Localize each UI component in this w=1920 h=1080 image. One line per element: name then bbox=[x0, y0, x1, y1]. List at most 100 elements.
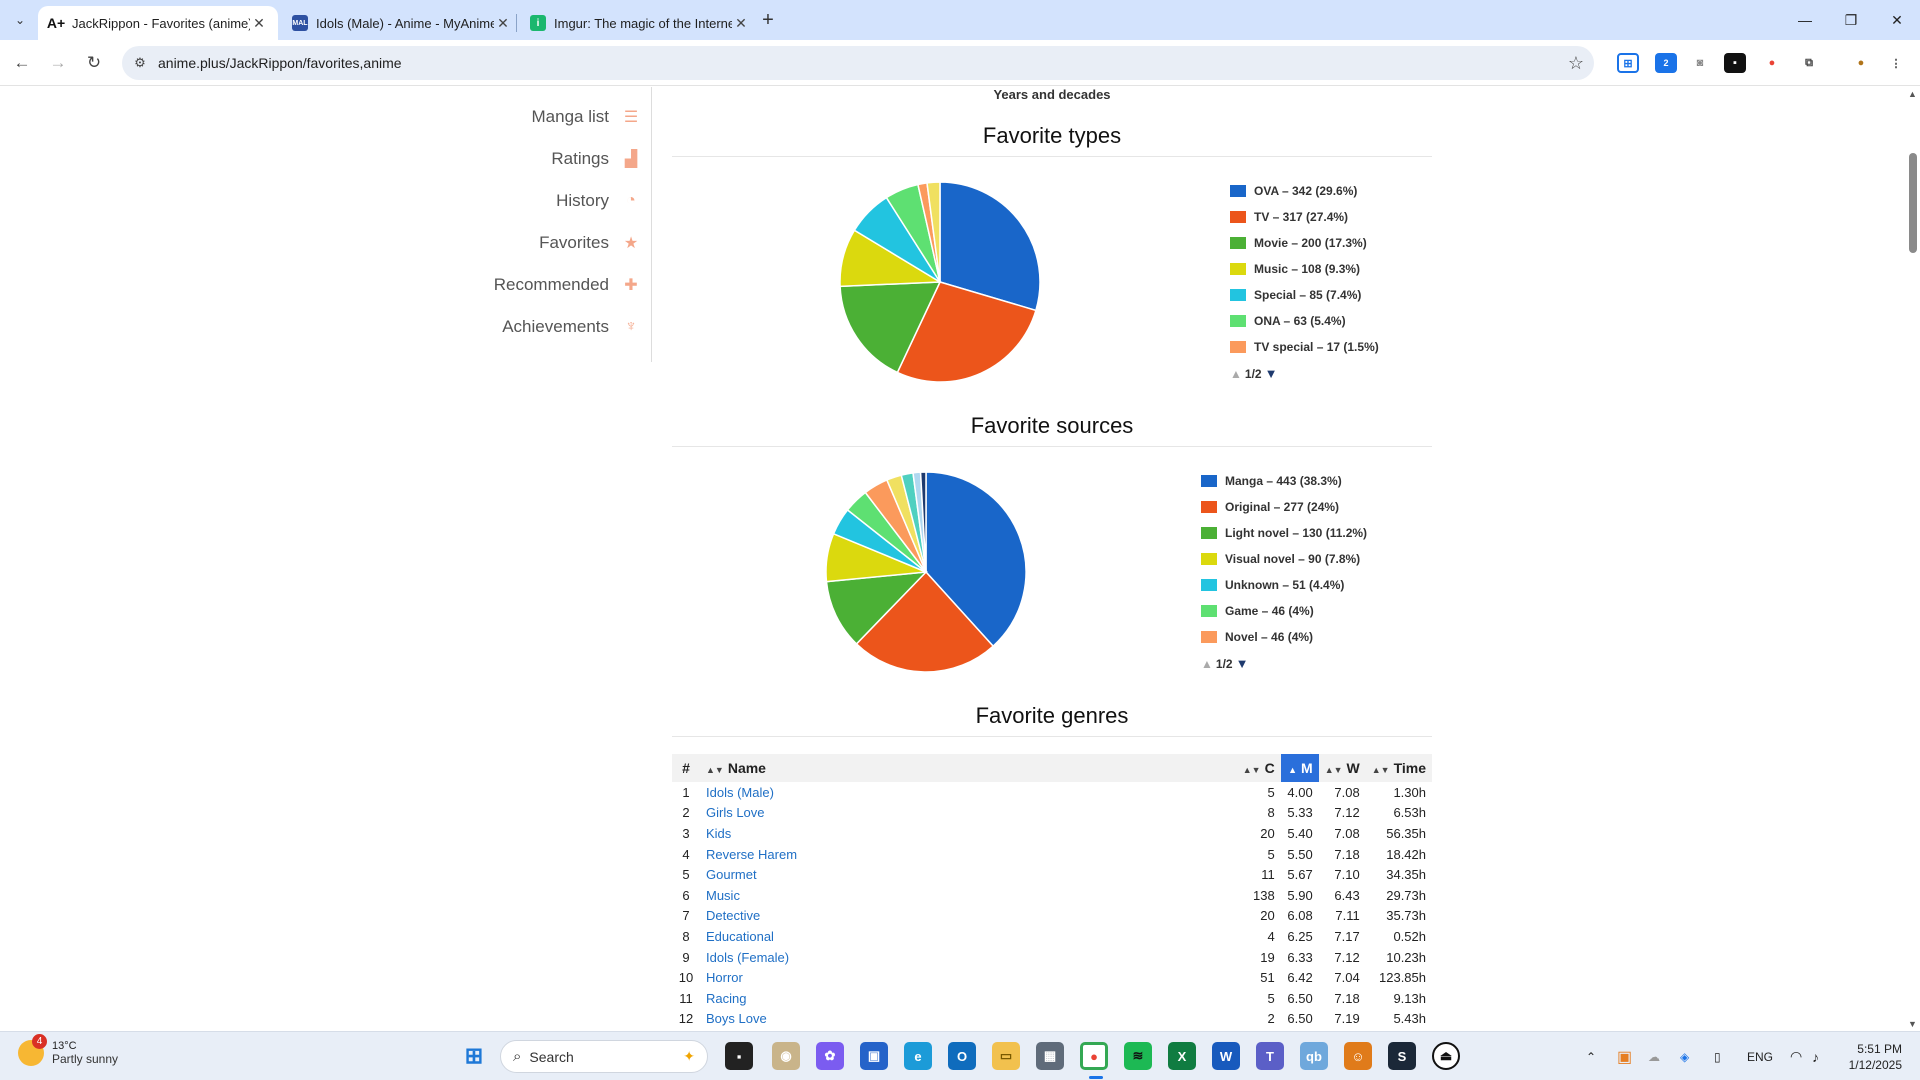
pie-slice-other-4[interactable] bbox=[919, 471, 927, 573]
extension-translate-icon[interactable]: ⊞ bbox=[1617, 53, 1639, 73]
scroll-up-icon[interactable]: ▲ bbox=[1908, 89, 1917, 99]
minimize-icon[interactable]: — bbox=[1798, 12, 1812, 28]
scroll-down-icon[interactable]: ▼ bbox=[1908, 1019, 1917, 1029]
genre-link[interactable]: Kids bbox=[706, 825, 732, 841]
legend-item[interactable]: TV special – 17 (1.5%) bbox=[1230, 334, 1379, 360]
store-icon[interactable]: ▣ bbox=[860, 1042, 888, 1070]
spotify-icon[interactable]: ≋ bbox=[1124, 1042, 1152, 1070]
outlook-icon[interactable]: O bbox=[948, 1042, 976, 1070]
legend-item[interactable]: Original – 277 (24%) bbox=[1201, 494, 1367, 520]
file-explorer-icon[interactable]: ▭ bbox=[992, 1042, 1020, 1070]
pager-down-icon[interactable]: ▼ bbox=[1264, 366, 1278, 381]
legend-item[interactable]: Light novel – 130 (11.2%) bbox=[1201, 520, 1367, 546]
site-info-icon[interactable]: ⚙ bbox=[134, 55, 146, 70]
system-clock[interactable]: 5:51 PM 1/12/2025 bbox=[1849, 1041, 1902, 1073]
legend-item[interactable]: Visual novel – 90 (7.8%) bbox=[1201, 546, 1367, 572]
bookmark-star-icon[interactable]: ☆ bbox=[1567, 53, 1584, 73]
nav-achievements[interactable]: Achievements ♆ bbox=[502, 313, 641, 341]
profile-avatar-icon[interactable]: ● bbox=[1857, 57, 1865, 69]
pie-slice-movie[interactable] bbox=[839, 281, 942, 374]
tab-close-icon[interactable]: ✕ bbox=[497, 14, 509, 31]
genre-link[interactable]: Girls Love bbox=[706, 805, 765, 821]
extension-colorful-icon[interactable]: ● bbox=[1768, 57, 1776, 69]
vertical-scrollbar[interactable]: ▲ ▼ bbox=[1905, 87, 1920, 1031]
pie-slice-ova[interactable] bbox=[939, 181, 1041, 312]
nav-history[interactable]: History ◔ bbox=[556, 187, 641, 215]
taskbar-search[interactable]: ⌕ Search ✦ bbox=[500, 1040, 708, 1073]
pager-up-icon[interactable]: ▲ bbox=[1230, 366, 1242, 381]
genre-link[interactable]: Gourmet bbox=[706, 867, 757, 883]
tab-imgur[interactable]: i Imgur: The magic of the Interne ✕ bbox=[520, 6, 760, 40]
genre-link[interactable]: Boys Love bbox=[706, 1011, 767, 1027]
extension-dark-icon[interactable]: ▪ bbox=[1724, 53, 1746, 73]
legend-item[interactable]: OVA – 342 (29.6%) bbox=[1230, 178, 1379, 204]
volume-icon[interactable]: ♪ bbox=[1812, 1048, 1819, 1065]
task-view-icon[interactable]: ▪ bbox=[725, 1042, 753, 1070]
back-icon[interactable]: ← bbox=[13, 53, 31, 72]
nav-favorites[interactable]: Favorites ★ bbox=[539, 229, 641, 257]
genre-link[interactable]: Idols (Male) bbox=[706, 784, 774, 800]
col-count-header[interactable]: ▲▼ C bbox=[1236, 754, 1281, 782]
legend-item[interactable]: Manga – 443 (38.3%) bbox=[1201, 468, 1367, 494]
tab-close-icon[interactable]: ✕ bbox=[253, 14, 265, 31]
address-bar[interactable]: ⚙ anime.plus/JackRippon/favorites,anime … bbox=[122, 46, 1594, 80]
pie-slice-manga[interactable] bbox=[925, 471, 1027, 648]
tray-shield-icon[interactable]: ◈ bbox=[1680, 1049, 1690, 1064]
col-name-header[interactable]: ▲▼ Name bbox=[700, 754, 1237, 782]
excel-icon[interactable]: X bbox=[1168, 1042, 1196, 1070]
wifi-icon[interactable]: ◠ bbox=[1790, 1048, 1803, 1064]
weather-widget[interactable]: 4 13°C Partly sunny bbox=[18, 1034, 118, 1066]
language-indicator[interactable]: ENG bbox=[1747, 1049, 1774, 1064]
legend-item[interactable]: Music – 108 (9.3%) bbox=[1230, 256, 1379, 282]
scrollbar-thumb[interactable] bbox=[1909, 153, 1917, 253]
tray-app-icon[interactable]: ▣ bbox=[1617, 1048, 1633, 1066]
tab-search-button[interactable]: ⌄ bbox=[14, 13, 26, 27]
copilot-icon[interactable]: ✿ bbox=[816, 1042, 844, 1070]
legend-item[interactable]: Movie – 200 (17.3%) bbox=[1230, 230, 1379, 256]
col-time-header[interactable]: ▲▼ Time bbox=[1365, 754, 1432, 782]
app-circle-icon[interactable]: ⏏ bbox=[1432, 1042, 1460, 1070]
restore-icon[interactable]: ❐ bbox=[1844, 11, 1858, 28]
extensions-puzzle-icon[interactable]: ⧉ bbox=[1805, 56, 1813, 69]
widget-app-icon[interactable]: ◉ bbox=[772, 1042, 800, 1070]
genre-link[interactable]: Racing bbox=[706, 990, 747, 1006]
genre-link[interactable]: Educational bbox=[706, 928, 774, 944]
pie-slice-other-page-2-[interactable] bbox=[926, 181, 941, 283]
genre-link[interactable]: Detective bbox=[706, 908, 761, 924]
legend-item[interactable]: Special – 85 (7.4%) bbox=[1230, 282, 1379, 308]
close-window-icon[interactable]: ✕ bbox=[1891, 11, 1903, 28]
tray-battery-icon[interactable]: ▯ bbox=[1714, 1049, 1721, 1064]
pager-down-icon[interactable]: ▼ bbox=[1235, 656, 1249, 671]
legend-item[interactable]: Game – 46 (4%) bbox=[1201, 598, 1367, 624]
rss-icon[interactable]: ◙ bbox=[1696, 57, 1704, 69]
legend-item[interactable]: Novel – 46 (4%) bbox=[1201, 624, 1367, 650]
teams-icon[interactable]: T bbox=[1256, 1042, 1284, 1070]
nav-ratings[interactable]: Ratings ▟ bbox=[551, 145, 641, 173]
genre-link[interactable]: Horror bbox=[706, 970, 743, 986]
pager-up-icon[interactable]: ▲ bbox=[1201, 656, 1213, 671]
steam-icon[interactable]: S bbox=[1388, 1042, 1416, 1070]
tab-favorites[interactable]: A+ JackRippon - Favorites (anime) ✕ bbox=[38, 6, 278, 40]
col-mean-header[interactable]: ▲ M bbox=[1280, 754, 1319, 782]
legend-item[interactable]: Unknown – 51 (4.4%) bbox=[1201, 572, 1367, 598]
reload-icon[interactable]: ↻ bbox=[86, 53, 102, 72]
legend-item[interactable]: TV – 317 (27.4%) bbox=[1230, 204, 1379, 230]
tab-mal[interactable]: MAL Idols (Male) - Anime - MyAnime ✕ bbox=[282, 6, 522, 40]
pie-slice-original[interactable] bbox=[855, 570, 995, 673]
edge-icon[interactable]: e bbox=[904, 1042, 932, 1070]
pie-slice-light-novel[interactable] bbox=[825, 571, 928, 645]
legend-item[interactable]: ONA – 63 (5.4%) bbox=[1230, 308, 1379, 334]
forward-icon[interactable]: → bbox=[49, 53, 67, 72]
pie-slice-tv[interactable] bbox=[896, 281, 1037, 383]
genre-link[interactable]: Reverse Harem bbox=[706, 846, 798, 862]
game-app-icon[interactable]: ☺ bbox=[1344, 1042, 1372, 1070]
genre-link[interactable]: Music bbox=[706, 887, 740, 903]
extension-badge-icon[interactable]: 2 bbox=[1655, 53, 1677, 73]
menu-kebab-icon[interactable]: ⋮ bbox=[1890, 57, 1902, 70]
chrome-icon[interactable]: ● bbox=[1080, 1042, 1108, 1070]
nav-manga-list[interactable]: Manga list ☰ bbox=[532, 103, 641, 131]
col-weighted-header[interactable]: ▲▼ W bbox=[1318, 754, 1366, 782]
tray-cloud-icon[interactable]: ☁ bbox=[1648, 1049, 1660, 1064]
tab-close-icon[interactable]: ✕ bbox=[735, 14, 747, 31]
nav-recommended[interactable]: Recommended ✚ bbox=[494, 271, 641, 299]
